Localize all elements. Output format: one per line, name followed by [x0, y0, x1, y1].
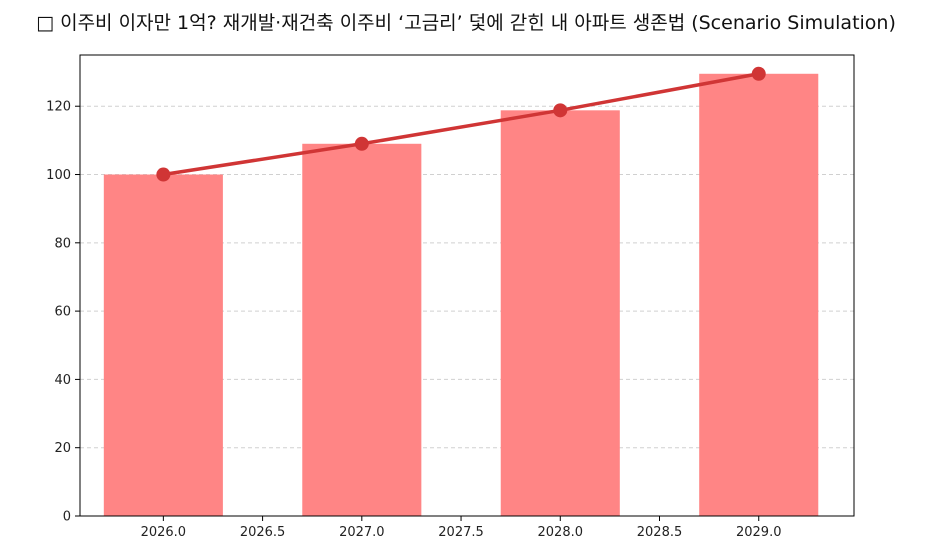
line-point [354, 136, 369, 151]
line-point [751, 66, 766, 81]
point-layer [156, 66, 766, 182]
bar-layer [103, 73, 819, 516]
line-layer [161, 72, 761, 177]
x-tick-label: 2026.0 [141, 525, 187, 540]
x-tick-label: 2028.5 [637, 525, 683, 540]
y-tick-label: 0 [63, 510, 71, 525]
plot-frame [79, 54, 855, 517]
x-tick-label: 2027.5 [438, 525, 484, 540]
bar [103, 174, 223, 516]
line-point [553, 103, 568, 118]
series-line [161, 72, 761, 177]
y-tick-label: 60 [54, 305, 71, 320]
bar [699, 73, 819, 516]
y-tick-label: 80 [54, 236, 71, 251]
x-tick-label: 2028.0 [538, 525, 584, 540]
line-point [156, 167, 171, 182]
y-tick-label: 40 [54, 373, 71, 388]
y-tick-label: 100 [46, 168, 71, 183]
bar [302, 143, 422, 516]
x-axis-ticks: 2026.0 2026.5 2027.0 2027.5 2028.0 2028.5 2029… [141, 516, 782, 540]
x-tick-label: 2027.0 [339, 525, 385, 540]
x-tick-label: 2029.0 [736, 525, 782, 540]
bar [500, 110, 620, 516]
y-axis-ticks: 0 20 40 60 80 100 120 [46, 100, 80, 525]
x-tick-label: 2026.5 [240, 525, 286, 540]
y-tick-label: 20 [54, 441, 71, 456]
chart-title: □ 이주비 이자만 1억? 재개발·재건축 이주비 ‘고금리’ 덫에 갇힌 내 … [36, 12, 896, 34]
y-tick-label: 120 [46, 100, 71, 115]
